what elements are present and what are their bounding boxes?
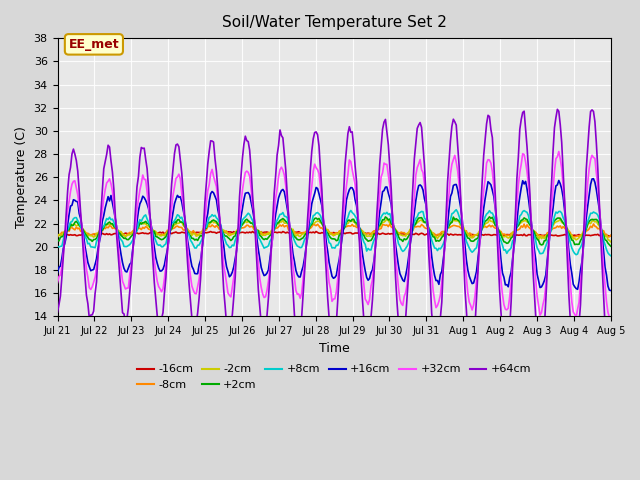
Legend: -16cm, -8cm, -2cm, +2cm, +8cm, +16cm, +32cm, +64cm: -16cm, -8cm, -2cm, +2cm, +8cm, +16cm, +3… xyxy=(132,360,536,395)
Text: EE_met: EE_met xyxy=(68,38,119,51)
Title: Soil/Water Temperature Set 2: Soil/Water Temperature Set 2 xyxy=(221,15,447,30)
Y-axis label: Temperature (C): Temperature (C) xyxy=(15,126,28,228)
X-axis label: Time: Time xyxy=(319,342,349,355)
